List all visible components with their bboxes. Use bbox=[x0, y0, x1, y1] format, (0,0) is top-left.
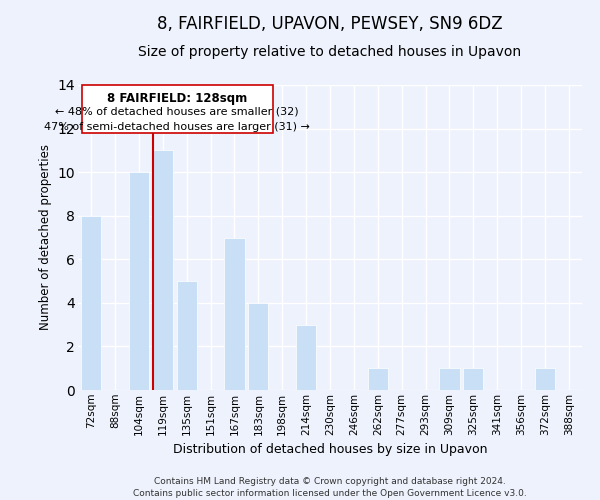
Text: Contains public sector information licensed under the Open Government Licence v3: Contains public sector information licen… bbox=[133, 489, 527, 498]
Text: Contains HM Land Registry data © Crown copyright and database right 2024.: Contains HM Land Registry data © Crown c… bbox=[154, 478, 506, 486]
Bar bbox=[81, 216, 101, 390]
Bar bbox=[152, 150, 173, 390]
Text: Size of property relative to detached houses in Upavon: Size of property relative to detached ho… bbox=[139, 45, 521, 59]
Y-axis label: Number of detached properties: Number of detached properties bbox=[39, 144, 52, 330]
Bar bbox=[176, 281, 197, 390]
Bar bbox=[296, 324, 316, 390]
Bar bbox=[129, 172, 149, 390]
Bar bbox=[535, 368, 555, 390]
Text: 8 FAIRFIELD: 128sqm: 8 FAIRFIELD: 128sqm bbox=[107, 92, 247, 104]
Bar bbox=[463, 368, 484, 390]
Bar bbox=[224, 238, 245, 390]
X-axis label: Distribution of detached houses by size in Upavon: Distribution of detached houses by size … bbox=[173, 443, 487, 456]
Bar bbox=[439, 368, 460, 390]
Bar bbox=[248, 303, 268, 390]
Bar bbox=[368, 368, 388, 390]
Text: 47% of semi-detached houses are larger (31) →: 47% of semi-detached houses are larger (… bbox=[44, 122, 310, 132]
Text: ← 48% of detached houses are smaller (32): ← 48% of detached houses are smaller (32… bbox=[55, 107, 299, 117]
Text: 8, FAIRFIELD, UPAVON, PEWSEY, SN9 6DZ: 8, FAIRFIELD, UPAVON, PEWSEY, SN9 6DZ bbox=[157, 15, 503, 33]
FancyBboxPatch shape bbox=[82, 85, 272, 133]
